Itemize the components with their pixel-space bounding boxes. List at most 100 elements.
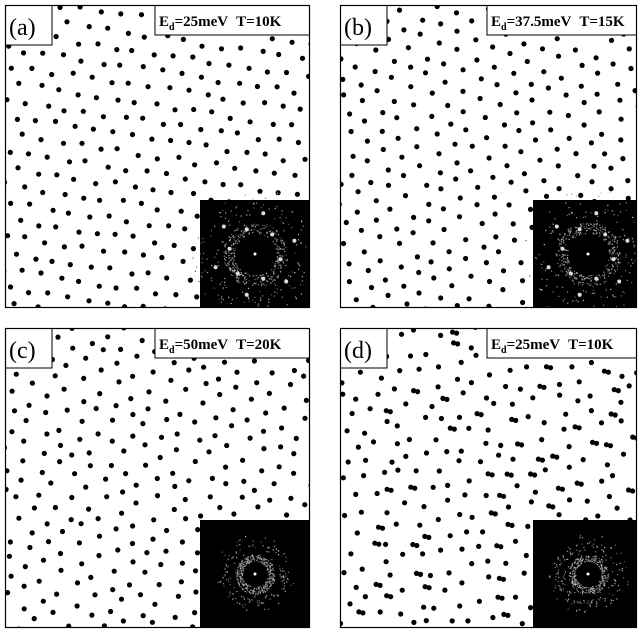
fft-speck [593,560,594,561]
fft-speck [582,537,583,538]
particle [179,209,184,214]
fft-speck [234,269,235,270]
fft-speck [266,595,267,596]
particle [493,511,498,516]
particle [404,301,409,306]
fft-speck [577,227,578,228]
particle [351,154,356,159]
particle [433,437,438,442]
particle [173,615,178,620]
fft-speck [575,585,576,586]
fft-speck [598,599,599,600]
fft-speck [270,599,271,600]
fft-speck [279,246,280,247]
particle [436,364,441,369]
fft-speck [268,302,269,303]
fft-speck [572,237,573,238]
particle [58,551,63,556]
particle [461,67,466,72]
fft-speck [296,298,297,299]
fft-speck [581,563,582,564]
fft-speck [578,232,579,233]
particle [65,408,70,413]
fft-speck [583,547,584,548]
fft-speck [556,274,557,275]
particle [191,191,196,196]
fft-speck [225,203,226,204]
fft-speck [204,294,205,295]
fft-speck [243,555,244,556]
particle [247,66,252,71]
particle [76,92,81,97]
particle [353,492,358,497]
fft-speck [610,192,611,193]
fft-speck [214,226,215,227]
particle [431,606,436,611]
fft-speck [249,585,250,586]
fft-speck [615,271,616,272]
particle [140,338,145,343]
panel-label: (a) [9,15,36,41]
fft-speck [230,260,231,261]
fft-speck [279,249,280,250]
particle [20,458,25,463]
particle [68,262,73,267]
fft-speck [547,279,548,280]
fft-speck [549,227,550,228]
fft-speck [590,284,591,285]
fft-speck [264,563,265,564]
fft-speck [573,581,574,582]
particle [53,373,58,378]
particle [375,88,380,93]
particle [498,544,503,549]
fft-speck [271,276,272,277]
fft-speck [591,587,592,588]
particle [509,180,514,185]
particle [105,301,110,306]
particle [164,171,169,176]
fft-speck [562,271,563,272]
fft-speck [568,229,569,230]
particle [77,437,82,442]
fft-speck [585,610,586,611]
particle [567,465,572,470]
particle [397,8,402,13]
particle [270,370,275,375]
fft-speck [267,578,268,579]
particle [480,221,485,226]
particle [61,141,66,146]
particle [16,516,21,521]
fft-speck [261,559,262,560]
fft-speck [595,559,596,560]
particle [537,158,542,163]
fft-speck [617,590,618,591]
particle [513,539,518,544]
particle [501,577,506,582]
particle [193,459,198,464]
particle [88,575,93,580]
fft-speck [634,246,635,247]
fft-speck [277,277,278,278]
particle [395,423,400,428]
particle [90,341,95,346]
fft-speck [590,275,591,276]
particle [490,44,495,49]
fft-speck [588,225,589,226]
fft-speck [596,546,597,547]
particle [164,417,169,422]
fft-speck [250,557,251,558]
particle [438,295,443,300]
particle [595,513,600,518]
fft-speck [564,250,565,251]
fft-speck [576,567,577,568]
particle [105,334,110,339]
particle [547,110,552,115]
energy: =25meV [175,14,229,30]
fft-speck [274,581,275,582]
fft-speck [273,228,274,229]
particle [199,44,204,49]
fft-speck [566,250,567,251]
fft-speck [238,542,239,543]
particle [13,494,18,499]
fft-speck [273,595,274,596]
